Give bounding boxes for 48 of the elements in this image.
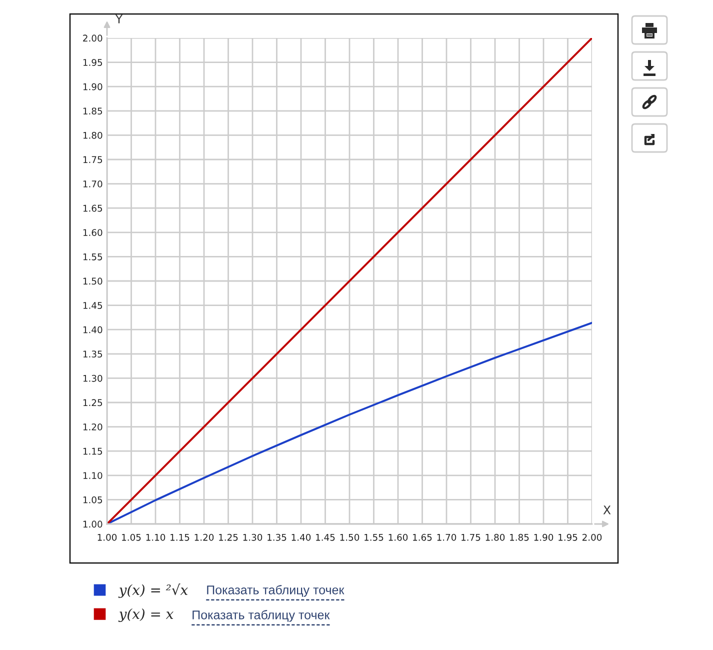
y-tick-label: 1.05 <box>83 496 102 504</box>
x-tick-label: 1.25 <box>219 534 238 541</box>
x-tick-label: 1.45 <box>316 534 335 541</box>
y-tick-label: 1.10 <box>83 472 102 480</box>
y-axis-title: Y <box>115 14 123 24</box>
x-tick-label: 2.00 <box>582 534 602 541</box>
x-tick-label: 1.20 <box>194 534 214 541</box>
y-tick-label: 1.00 <box>83 520 102 528</box>
y-tick-label: 1.95 <box>83 58 102 66</box>
x-tick-label: 1.05 <box>122 534 141 541</box>
x-tick-label: 1.80 <box>486 534 505 541</box>
y-tick-label: 1.40 <box>83 326 102 334</box>
x-tick-label: 1.75 <box>462 534 480 541</box>
y-tick-label: 1.55 <box>83 254 102 260</box>
y-tick-label: 1.75 <box>83 156 102 164</box>
x-tick-label: 1.00 <box>98 534 117 541</box>
x-tick-label: 1.40 <box>292 534 311 541</box>
y-tick-label: 1.25 <box>83 399 102 406</box>
x-tick-label: 1.65 <box>413 534 432 541</box>
y-tick-label: 1.90 <box>83 83 102 90</box>
x-tick-label: 1.50 <box>340 534 360 541</box>
y-tick-label: 1.45 <box>83 302 102 309</box>
x-tick-label: 1.35 <box>268 534 286 541</box>
x-tick-label: 1.95 <box>558 534 578 541</box>
text: Показать таблицу точек <box>207 585 344 597</box>
y-tick-label: 1.80 <box>83 132 102 139</box>
y-tick-label: 1.30 <box>83 374 102 382</box>
text: Показать таблицу точек <box>192 610 330 622</box>
y-tick-label: 1.35 <box>83 350 102 358</box>
x-tick-label: 1.70 <box>437 534 456 541</box>
x-tick-label: 1.10 <box>146 534 166 541</box>
y-tick-label: 1.15 <box>83 448 102 455</box>
x-tick-label: 1.55 <box>364 534 384 541</box>
y-tick-label: 1.50 <box>83 278 102 285</box>
y-tick-label: 1.85 <box>83 108 102 115</box>
y-tick-label: 1.70 <box>83 180 102 188</box>
x-tick-label: 1.85 <box>510 534 529 541</box>
x-tick-label: 1.30 <box>243 534 262 541</box>
x-axis-title: X <box>603 506 611 514</box>
y-tick-label: 1.65 <box>83 204 102 212</box>
y-tick-label: 1.60 <box>83 229 102 236</box>
y-tick-label: 1.20 <box>83 423 102 430</box>
legend-label: y(x) = x <box>118 608 174 622</box>
x-tick-label: 1.90 <box>534 534 554 541</box>
x-tick-label: 1.60 <box>388 534 408 541</box>
legend-label: y(x) = ²√x <box>118 584 188 598</box>
y-tick-label: 2.00 <box>83 34 102 42</box>
x-tick-label: 1.15 <box>170 534 190 541</box>
